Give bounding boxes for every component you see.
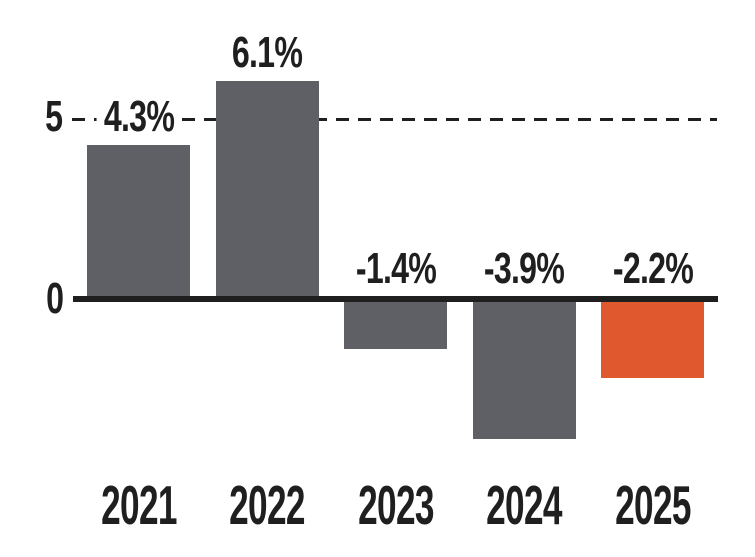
value-label-2022: 6.1% bbox=[224, 30, 310, 75]
y-axis-tick-5: 5 bbox=[45, 92, 63, 141]
value-label-2023: -1.4% bbox=[348, 247, 443, 291]
dashed-reference-line-5 bbox=[72, 118, 717, 121]
y-axis-tick-0: 0 bbox=[46, 274, 64, 323]
bar-2021 bbox=[87, 145, 190, 302]
category-label-2021: 2021 bbox=[100, 474, 177, 536]
category-label-2022: 2022 bbox=[229, 474, 305, 536]
value-label-2024: -3.9% bbox=[476, 247, 572, 291]
category-label-2023: 2023 bbox=[357, 474, 434, 536]
bar-2023 bbox=[344, 296, 447, 350]
category-label-2024: 2024 bbox=[486, 474, 562, 536]
zero-baseline bbox=[73, 296, 718, 302]
bar-2022 bbox=[215, 80, 319, 302]
category-label-2025: 2025 bbox=[614, 474, 691, 536]
bar-2024 bbox=[472, 296, 576, 439]
value-label-2025: -2.2% bbox=[605, 247, 700, 291]
bar-2025 bbox=[601, 296, 704, 378]
value-label-2021: 4.3% bbox=[96, 95, 181, 140]
